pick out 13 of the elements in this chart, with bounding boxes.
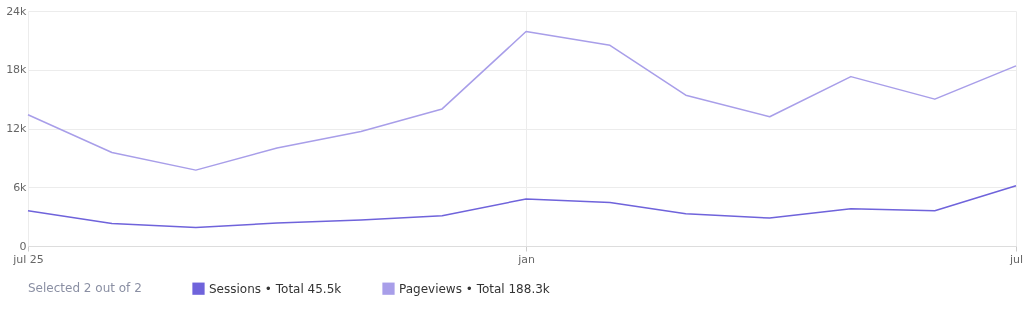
y-tick-label: 12k [6,122,28,135]
x-tick-label: jul 25 [12,252,44,266]
legend-label: Pageviews • Total 188.3k [399,281,550,296]
x-tick-label: jul [1008,252,1024,266]
line-series [27,185,1017,229]
y-tick-label: 6k [13,180,28,194]
line-series [27,30,1017,171]
y-tick-label: 24k [6,4,28,18]
x-tick-label: jan [517,252,535,266]
legend-label: Sessions • Total 45.5k [209,281,342,296]
legend-title: Selected 2 out of 2 [28,281,142,295]
y-tick-label: 18k [6,63,28,77]
y-tick-label: 0 [19,239,27,253]
